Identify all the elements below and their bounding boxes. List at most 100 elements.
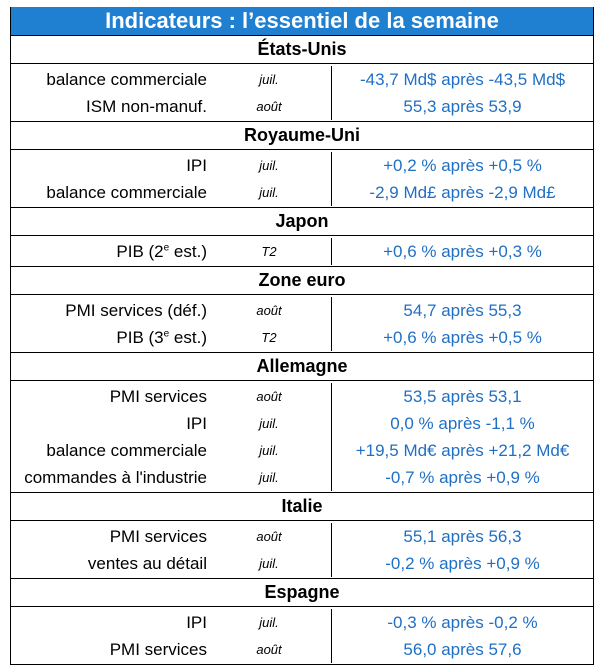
indicator-value: -0,7 % après +0,9 % bbox=[385, 467, 540, 487]
period-label: T2 bbox=[261, 244, 277, 259]
table-row: balance commerciale juil. -43,7 Md$ après … bbox=[11, 66, 593, 93]
ordinal-superscript: e bbox=[163, 241, 170, 253]
period-label: juil. bbox=[259, 158, 279, 173]
indicator-label-suffix: est.) bbox=[169, 241, 207, 261]
period-label: juil. bbox=[259, 443, 279, 458]
indicator-label: PMI services bbox=[11, 527, 207, 547]
value-cell: 55,3 après 53,9 bbox=[331, 93, 593, 120]
indicator-label-text: PMI services bbox=[109, 386, 207, 406]
table-row: IPI juil. 0,0 % après -1,1 % bbox=[11, 410, 593, 437]
value-cell: -2,9 Md£ après -2,9 Md£ bbox=[331, 179, 593, 206]
indicator-label: ventes au détail bbox=[11, 554, 207, 574]
indicator-label: balance commerciale bbox=[11, 183, 207, 203]
indicator-label-suffix: est.) bbox=[169, 327, 207, 347]
period-label: août bbox=[256, 529, 282, 544]
sections-container: États-Unis balance commerciale juil. -43,7 … bbox=[11, 36, 593, 663]
indicator-label: commandes à l'industrie bbox=[11, 468, 207, 488]
section-header: Royaume-Uni bbox=[11, 122, 593, 150]
period-label: août bbox=[256, 303, 282, 318]
indicator-label-text: commandes à l'industrie bbox=[24, 467, 207, 487]
indicator-label: PMI services (déf.) bbox=[11, 301, 207, 321]
period-label: T2 bbox=[261, 330, 277, 345]
value-cell: -0,2 % après +0,9 % bbox=[331, 550, 593, 577]
indicator-label-text: balance commerciale bbox=[46, 440, 207, 460]
value-cell: 56,0 après 57,6 bbox=[331, 636, 593, 663]
indicator-label-text: IPI bbox=[186, 155, 207, 175]
indicator-value: +0,2 % après +0,5 % bbox=[383, 155, 542, 175]
table-row: ISM non-manuf. août 55,3 après 53,9 bbox=[11, 93, 593, 120]
value-cell: 0,0 % après -1,1 % bbox=[331, 410, 593, 437]
value-cell: -0,3 % après -0,2 % bbox=[331, 609, 593, 636]
indicator-value: 55,1 après 56,3 bbox=[403, 526, 522, 546]
indicator-value: +0,6 % après +0,5 % bbox=[383, 327, 542, 347]
section-royaume-uni: Royaume-Uni IPI juil. +0,2 % après +0,5 % ba… bbox=[11, 121, 593, 206]
indicator-value: 54,7 après 55,3 bbox=[403, 300, 522, 320]
value-cell: 53,5 après 53,1 bbox=[331, 383, 593, 410]
period-label: juil. bbox=[259, 185, 279, 200]
section-header: Zone euro bbox=[11, 267, 593, 295]
table-row: PMI services (déf.) août 54,7 après 55,3 bbox=[11, 297, 593, 324]
indicator-label: balance commerciale bbox=[11, 70, 207, 90]
value-cell: +0,2 % après +0,5 % bbox=[331, 152, 593, 179]
table-row: PMI services août 55,1 après 56,3 bbox=[11, 523, 593, 550]
section-italie: Italie PMI services août 55,1 après 56,3 ven… bbox=[11, 492, 593, 577]
table-row: balance commerciale juil. -2,9 Md£ après -… bbox=[11, 179, 593, 206]
indicator-label-text: PIB (2 bbox=[116, 241, 164, 261]
section-header: Italie bbox=[11, 493, 593, 521]
value-cell: -0,7 % après +0,9 % bbox=[331, 464, 593, 491]
table-row: ventes au détail juil. -0,2 % après +0,9 % bbox=[11, 550, 593, 577]
section-header: États-Unis bbox=[11, 36, 593, 64]
table-row: IPI juil. -0,3 % après -0,2 % bbox=[11, 609, 593, 636]
period-label: juil. bbox=[259, 72, 279, 87]
indicator-label: PIB (2e est.) bbox=[11, 242, 207, 262]
indicator-label: PMI services bbox=[11, 640, 207, 660]
indicator-label-text: balance commerciale bbox=[46, 69, 207, 89]
indicator-value: -0,2 % après +0,9 % bbox=[385, 553, 540, 573]
period-label: août bbox=[256, 389, 282, 404]
section-zone-euro: Zone euro PMI services (déf.) août 54,7 apr… bbox=[11, 266, 593, 351]
indicator-label-text: ventes au détail bbox=[87, 553, 207, 573]
table-row: balance commerciale juil. +19,5 Md€ après … bbox=[11, 437, 593, 464]
indicators-table: Indicateurs : l’essentiel de la semaine … bbox=[10, 7, 594, 665]
period-label: juil. bbox=[259, 615, 279, 630]
indicator-value: +19,5 Md€ après +21,2 Md€ bbox=[355, 440, 570, 460]
indicator-label-text: balance commerciale bbox=[46, 182, 207, 202]
period-label: juil. bbox=[259, 556, 279, 571]
section-header: Espagne bbox=[11, 579, 593, 607]
indicator-label-text: IPI bbox=[186, 612, 207, 632]
indicator-label: IPI bbox=[11, 156, 207, 176]
indicator-label-text: IPI bbox=[186, 413, 207, 433]
period-label: août bbox=[256, 99, 282, 114]
period-label: juil. bbox=[259, 416, 279, 431]
indicator-label-text: PMI services (déf.) bbox=[65, 300, 207, 320]
ordinal-superscript: e bbox=[163, 327, 170, 339]
table-row: IPI juil. +0,2 % après +0,5 % bbox=[11, 152, 593, 179]
indicator-label-text: ISM non-manuf. bbox=[86, 96, 207, 116]
indicator-value: -0,3 % après -0,2 % bbox=[387, 612, 538, 632]
indicator-label-text: PIB (3 bbox=[116, 327, 164, 347]
indicator-value: -43,7 Md$ après -43,5 Md$ bbox=[359, 69, 566, 89]
table-row: PMI services août 53,5 après 53,1 bbox=[11, 383, 593, 410]
indicator-label: IPI bbox=[11, 414, 207, 434]
section-etats-unis: États-Unis balance commerciale juil. -43,7 … bbox=[11, 36, 593, 120]
indicator-label: PMI services bbox=[11, 387, 207, 407]
indicator-value: 55,3 après 53,9 bbox=[403, 96, 522, 116]
section-japon: Japon PIB (2e est.) T2 +0,6 % après +0,3 % bbox=[11, 207, 593, 265]
value-cell: +0,6 % après +0,5 % bbox=[331, 324, 593, 351]
indicator-value: -2,9 Md£ après -2,9 Md£ bbox=[369, 182, 556, 202]
value-cell: 54,7 après 55,3 bbox=[331, 297, 593, 324]
value-cell: +19,5 Md€ après +21,2 Md€ bbox=[331, 437, 593, 464]
indicator-label: balance commerciale bbox=[11, 441, 207, 461]
section-header: Japon bbox=[11, 208, 593, 236]
indicator-label-text: PMI services bbox=[109, 526, 207, 546]
indicator-value: 53,5 après 53,1 bbox=[403, 386, 522, 406]
table-row: PMI services août 56,0 après 57,6 bbox=[11, 636, 593, 663]
table-row: PIB (2e est.) T2 +0,6 % après +0,3 % bbox=[11, 238, 593, 265]
indicator-label: PIB (3e est.) bbox=[11, 328, 207, 348]
indicator-value: 0,0 % après -1,1 % bbox=[390, 413, 535, 433]
period-label: juil. bbox=[259, 470, 279, 485]
value-cell: 55,1 après 56,3 bbox=[331, 523, 593, 550]
indicator-label: IPI bbox=[11, 613, 207, 633]
section-header: Allemagne bbox=[11, 353, 593, 381]
indicator-value: +0,6 % après +0,3 % bbox=[383, 241, 542, 261]
